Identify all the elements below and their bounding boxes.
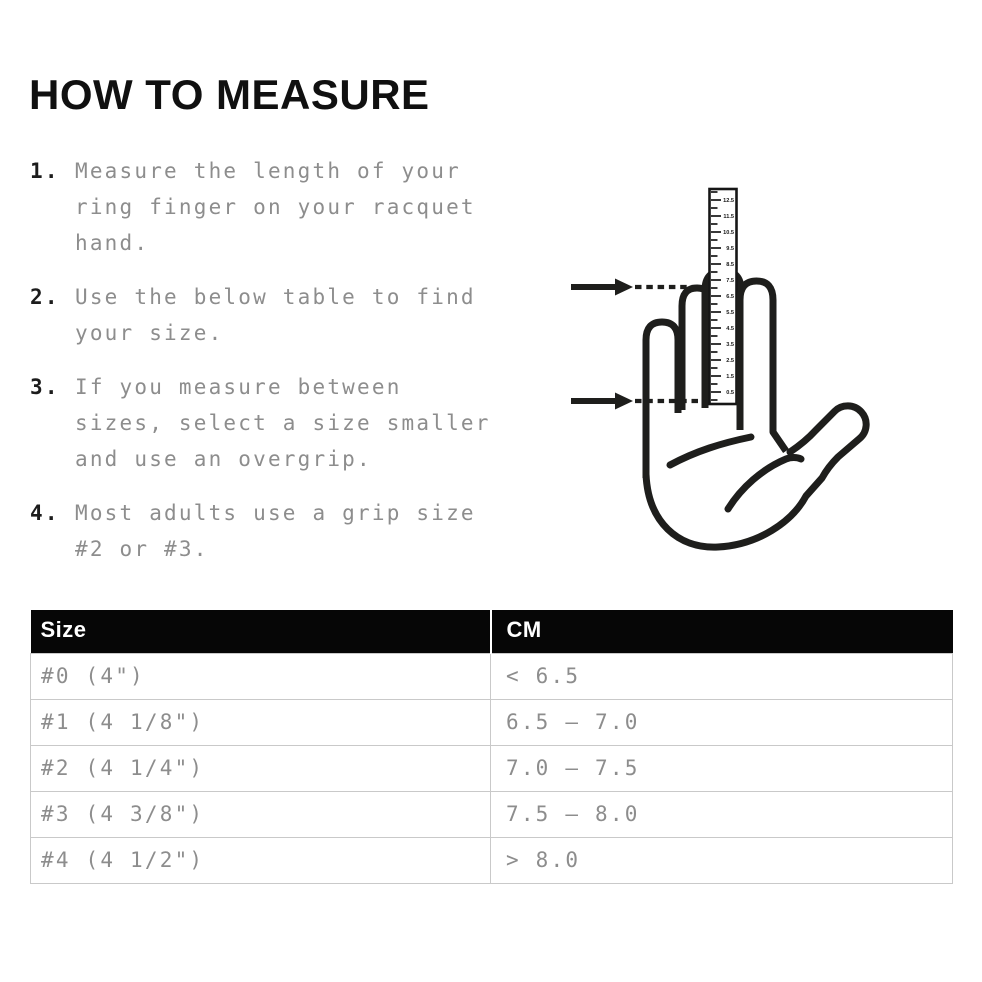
page-title: HOW TO MEASURE	[29, 71, 430, 118]
list-item-number: 3.	[30, 375, 60, 399]
fingertip-arrow	[571, 278, 707, 296]
cm-cell: 6.5 – 7.0	[490, 698, 953, 746]
table-row: #3 (4 3/8") 7.5 – 8.0	[30, 790, 953, 838]
finger-base-arrow	[571, 392, 704, 410]
grip-size-table: Size CM #0 (4") < 6.5 #1 (4 1/8") 6.5 – …	[30, 610, 953, 884]
cm-cell: > 8.0	[490, 836, 953, 884]
instructions-list: 1. Measure the length of your ring finge…	[30, 153, 495, 585]
list-item-text: If you measure between sizes, select a s…	[75, 375, 491, 471]
ruler-ticks	[711, 191, 721, 401]
svg-text:0.5: 0.5	[726, 390, 734, 396]
svg-text:2.5: 2.5	[726, 358, 734, 364]
svg-text:4.5: 4.5	[726, 326, 734, 332]
list-item-text: Measure the length of your ring finger o…	[75, 159, 476, 255]
ruler-labels: 12.5 11.5 10.5 9.5 8.5 7.5 6.5 5.5 4.5 3…	[723, 198, 734, 396]
svg-text:10.5: 10.5	[723, 230, 734, 236]
svg-text:3.5: 3.5	[726, 342, 734, 348]
cm-cell: 7.0 – 7.5	[490, 744, 953, 792]
svg-text:1.5: 1.5	[726, 374, 734, 380]
table-row: #2 (4 1/4") 7.0 – 7.5	[30, 744, 953, 792]
table-row: #1 (4 1/8") 6.5 – 7.0	[30, 698, 953, 746]
size-cell: #0 (4")	[30, 652, 491, 700]
list-item-number: 2.	[30, 285, 60, 309]
ruler: 12.5 11.5 10.5 9.5 8.5 7.5 6.5 5.5 4.5 3…	[708, 187, 738, 406]
size-cell: #4 (4 1/2")	[30, 836, 491, 884]
size-cell: #3 (4 3/8")	[30, 790, 491, 838]
table-header-row: Size CM	[30, 610, 953, 653]
column-header-size: Size	[30, 610, 492, 653]
svg-text:7.5: 7.5	[726, 278, 734, 284]
list-item-text: Use the below table to find your size.	[75, 285, 476, 345]
size-cell: #2 (4 1/4")	[30, 744, 491, 792]
cm-cell: < 6.5	[490, 652, 953, 700]
list-item: 3. If you measure between sizes, select …	[30, 369, 495, 477]
svg-text:12.5: 12.5	[723, 198, 734, 204]
svg-text:9.5: 9.5	[726, 246, 734, 252]
hand-ruler-illustration: 12.5 11.5 10.5 9.5 8.5 7.5 6.5 5.5 4.5 3…	[571, 187, 870, 551]
size-cell: #1 (4 1/8")	[30, 698, 491, 746]
list-item-text: Most adults use a grip size #2 or #3.	[75, 501, 476, 561]
palm-thumb-outline	[642, 402, 870, 551]
list-item-number: 1.	[30, 159, 60, 183]
table-row: #4 (4 1/2") > 8.0	[30, 836, 953, 884]
column-header-cm: CM	[490, 610, 953, 653]
list-item: 2. Use the below table to find your size…	[30, 279, 495, 351]
table-row: #0 (4") < 6.5	[30, 652, 953, 700]
cm-cell: 7.5 – 8.0	[490, 790, 953, 838]
svg-text:11.5: 11.5	[723, 214, 734, 220]
svg-text:8.5: 8.5	[726, 262, 734, 268]
index-finger-outline	[736, 277, 789, 453]
thumb-crease	[724, 454, 805, 513]
palm-crease	[666, 433, 755, 469]
svg-text:6.5: 6.5	[726, 294, 734, 300]
list-item: 1. Measure the length of your ring finge…	[30, 153, 495, 261]
svg-text:5.5: 5.5	[726, 310, 734, 316]
list-item: 4. Most adults use a grip size #2 or #3.	[30, 495, 495, 567]
list-item-number: 4.	[30, 501, 60, 525]
